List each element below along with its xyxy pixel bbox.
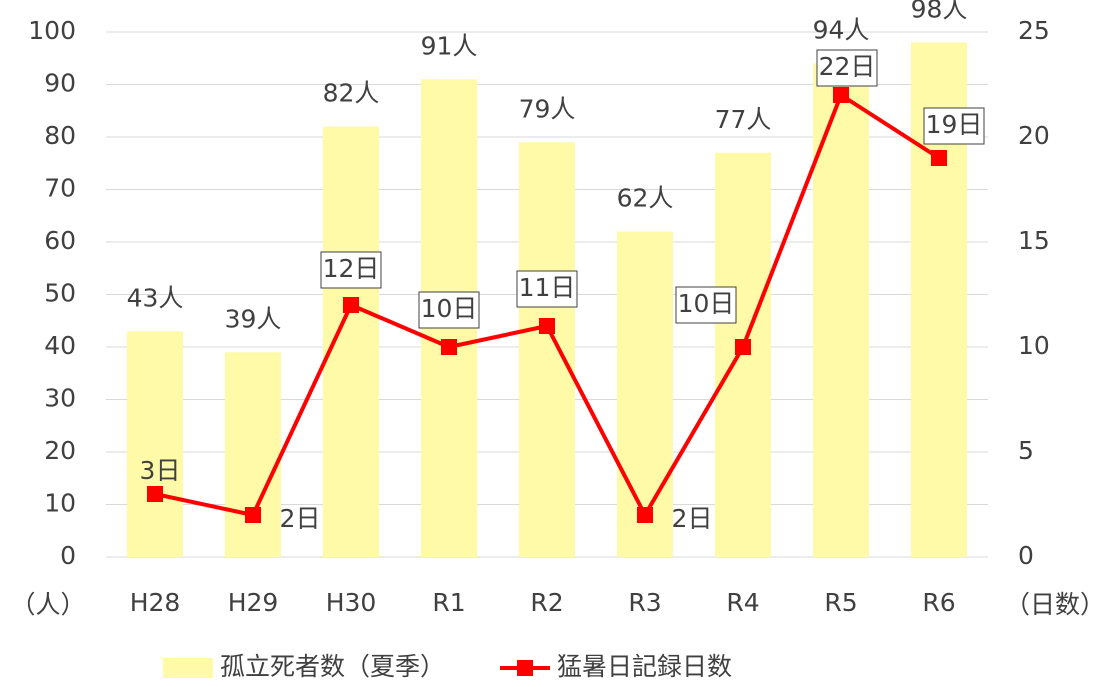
bar-value-label: 62人 [617,184,674,213]
x-tick-label: H30 [326,588,377,617]
line-value-label: 10日 [421,294,478,323]
bar [813,63,869,557]
legend-marker [517,660,534,676]
label-box [320,251,382,289]
bar [225,352,281,557]
legend-swatch [163,658,213,678]
line-marker [539,318,555,334]
bar-value-label: 94人 [813,16,870,45]
legend-label: 孤立死者数（夏季） [220,652,445,681]
y-tick-label: 40 [44,331,76,360]
y2-tick-label: 15 [1018,226,1050,255]
line-value-label: 12日 [323,254,380,283]
bar [519,142,575,557]
line-marker [343,297,359,313]
x-tick-label: R1 [432,588,465,617]
bar-value-label: 82人 [323,79,380,108]
y-tick-label: 20 [44,436,76,465]
x-tick-label: R2 [530,588,563,617]
y-tick-label: 60 [44,226,76,255]
legend-label: 猛暑日記録日数 [557,652,732,681]
x-tick-label: H28 [130,588,181,617]
bar [617,231,673,557]
line-marker [147,486,163,502]
y-tick-label: 90 [44,69,76,98]
bar [323,126,379,557]
line-marker [735,339,751,355]
y-tick-label: 30 [44,384,76,413]
line-marker [637,507,653,523]
y2-tick-label: 25 [1018,16,1050,45]
line-marker [931,150,947,166]
line-value-label: 22日 [819,52,876,81]
x-tick-label: R6 [922,588,955,617]
x-tick-label: R3 [628,588,661,617]
line-marker [245,507,261,523]
y-tick-label: 80 [44,121,76,150]
line-marker [441,339,457,355]
y2-tick-label: 20 [1018,121,1050,150]
bar [127,331,183,557]
y2-tick-label: 5 [1018,436,1034,465]
label-box [418,291,480,329]
y2-axis-label: （日数） [1005,590,1103,619]
x-tick-label: R4 [726,588,759,617]
label-box [516,270,578,308]
bar-value-label: 77人 [715,105,772,134]
line-value-label: 2日 [672,504,713,533]
label-box [816,49,878,87]
line-value-label: 11日 [519,273,576,302]
bar-value-label: 98人 [911,0,968,24]
y-tick-label: 50 [44,279,76,308]
line-value-label: 10日 [678,289,735,318]
line-marker [833,87,849,103]
bar-value-label: 39人 [225,304,282,333]
x-tick-label: H29 [228,588,279,617]
label-box [675,286,737,324]
y2-tick-label: 10 [1018,331,1050,360]
bar-value-label: 43人 [127,283,184,312]
label-box [923,107,985,145]
y-axis-label: （人） [10,590,85,619]
line-value-label: 19日 [926,110,983,139]
bar-value-label: 91人 [421,31,478,60]
bar-value-label: 79人 [519,94,576,123]
x-tick-label: R5 [824,588,857,617]
y-tick-label: 100 [28,16,76,45]
y-tick-label: 10 [44,489,76,518]
line-value-label: 3日 [140,456,181,485]
y-tick-label: 0 [60,541,76,570]
line-value-label: 2日 [280,504,321,533]
y-tick-label: 70 [44,174,76,203]
y2-tick-label: 0 [1018,541,1034,570]
